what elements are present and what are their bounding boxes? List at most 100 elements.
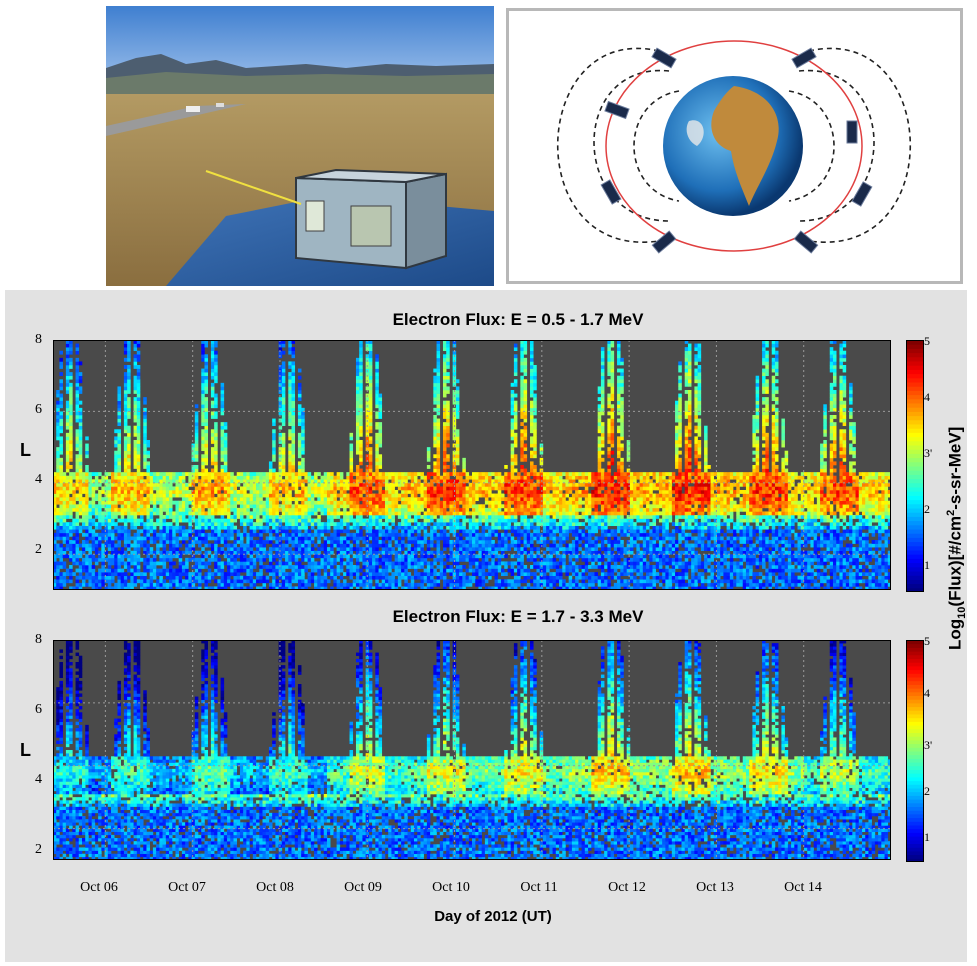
colorbar-segment (906, 765, 924, 770)
colorbar-segment (906, 503, 924, 509)
field-photo (106, 6, 494, 286)
colorbar-segment (906, 721, 924, 726)
colorbar-segment (906, 411, 924, 417)
orbit-diagram (506, 8, 963, 284)
colorbar-segment (906, 714, 924, 719)
colorbar-segment (906, 728, 924, 733)
chart1-title: Electron Flux: E = 0.5 - 1.7 MeV (392, 310, 644, 329)
heatmap-cells (53, 340, 891, 590)
colorbar-segment (906, 453, 924, 459)
xtick-oct06: Oct 06 (80, 880, 118, 895)
colorbar-segment (906, 478, 924, 484)
xtick-oct14: Oct 14 (784, 880, 822, 895)
colorbar-segment (906, 695, 924, 700)
colorbar-segment (906, 795, 924, 800)
colorbar-label: Log10(Flux)[#/cm2-s-sr-MeV] (945, 427, 968, 650)
colorbar-segment (906, 419, 924, 425)
colorbar-segment (906, 466, 924, 471)
colorbar-segment (906, 754, 924, 759)
colorbar-segment (906, 495, 924, 501)
colorbar-segment (906, 680, 924, 685)
colorbar-segment (906, 776, 924, 782)
colorbar-segment (906, 847, 924, 852)
colorbar-segment (906, 799, 924, 804)
colorbar-segment (906, 762, 924, 767)
colorbar-segment (906, 832, 924, 837)
colorbar-segment (906, 436, 924, 442)
colorbar-segment (906, 571, 924, 576)
colorbar-segment (906, 415, 924, 421)
colorbar-segment (906, 524, 924, 530)
colorbar-segment (906, 658, 924, 663)
colorbar-segment (906, 499, 924, 505)
colorbar-segment (906, 558, 924, 564)
x-axis-label: Day of 2012 (UT) (434, 908, 552, 925)
heatmap-cells (53, 640, 891, 860)
colorbar-segment (906, 533, 924, 538)
chart2-title: Electron Flux: E = 1.7 - 3.3 MeV (392, 607, 644, 626)
chart1-ytick-8: 8 (35, 332, 42, 347)
colorbar-segment (906, 821, 924, 826)
colorbar-segment (906, 858, 924, 862)
colorbar-segment (906, 461, 924, 467)
colorbar-segment (906, 688, 924, 693)
colorbar-segment (906, 751, 924, 756)
colorbar-segment (906, 647, 924, 652)
colorbar-segment (906, 356, 924, 362)
colorbar-segment (906, 382, 924, 387)
colorbar-segment (906, 654, 924, 659)
colorbar-segment (906, 394, 924, 400)
colorbar-segment (906, 673, 924, 678)
colorbar-segment (906, 806, 924, 811)
xtick-oct10: Oct 10 (432, 880, 470, 895)
colorbar-segment (906, 651, 924, 656)
colorbar-label-main: Log (945, 618, 965, 650)
colorbar-segment (906, 643, 924, 648)
colorbar-segment (906, 550, 924, 555)
colorbar-segment (906, 508, 924, 513)
colorbar-segment (906, 813, 924, 819)
chart1-cbtick-3: 3' (924, 446, 933, 460)
chart1-plot (53, 340, 891, 590)
colorbar-segment (906, 398, 924, 404)
colorbar-segment (906, 432, 924, 438)
colorbar-segment (906, 537, 924, 543)
colorbar-segment (906, 575, 924, 580)
colorbar-segment (906, 369, 924, 375)
colorbar-segment (906, 474, 924, 480)
colorbar-segment (906, 710, 924, 715)
colorbar-segment (906, 428, 924, 433)
colorbar-segment (906, 377, 924, 383)
colorbar-segment (906, 828, 924, 833)
chart1-cbtick-1: 1 (924, 558, 930, 572)
colorbar-segment (906, 587, 924, 592)
colorbar-segment (906, 699, 924, 704)
colorbar-segment (906, 769, 924, 774)
chart2-ytick-6: 6 (35, 702, 42, 717)
chart1-cbtick-5: 5 (924, 334, 930, 348)
chart2-y-label: L (20, 740, 31, 760)
chart2-cbtick-2: 2 (924, 784, 930, 798)
colorbar-segment (906, 449, 924, 454)
colorbar-segment (906, 340, 924, 345)
colorbar-segment (906, 810, 924, 815)
xtick-oct11: Oct 11 (520, 880, 558, 895)
colorbar-segment (906, 348, 924, 354)
colorbar-segment (906, 487, 924, 492)
colorbar-segment (906, 554, 924, 559)
colorbar-segment (906, 691, 924, 696)
chart1-y-label: L (20, 440, 31, 460)
colorbar-segment (906, 825, 924, 830)
colorbar-segment (906, 579, 924, 585)
colorbar-segment (906, 365, 924, 370)
colorbar-segment (906, 583, 924, 589)
plot-frame (53, 640, 891, 860)
colorbar-segment (906, 344, 924, 349)
colorbar-segment (906, 445, 924, 450)
chart2-plot (53, 640, 891, 860)
colorbar-frame (906, 640, 924, 862)
chart2-colorbar (906, 640, 924, 862)
chart2-cbtick-1: 1 (924, 830, 930, 844)
xtick-oct07: Oct 07 (168, 880, 206, 895)
xtick-oct13: Oct 13 (696, 880, 734, 895)
